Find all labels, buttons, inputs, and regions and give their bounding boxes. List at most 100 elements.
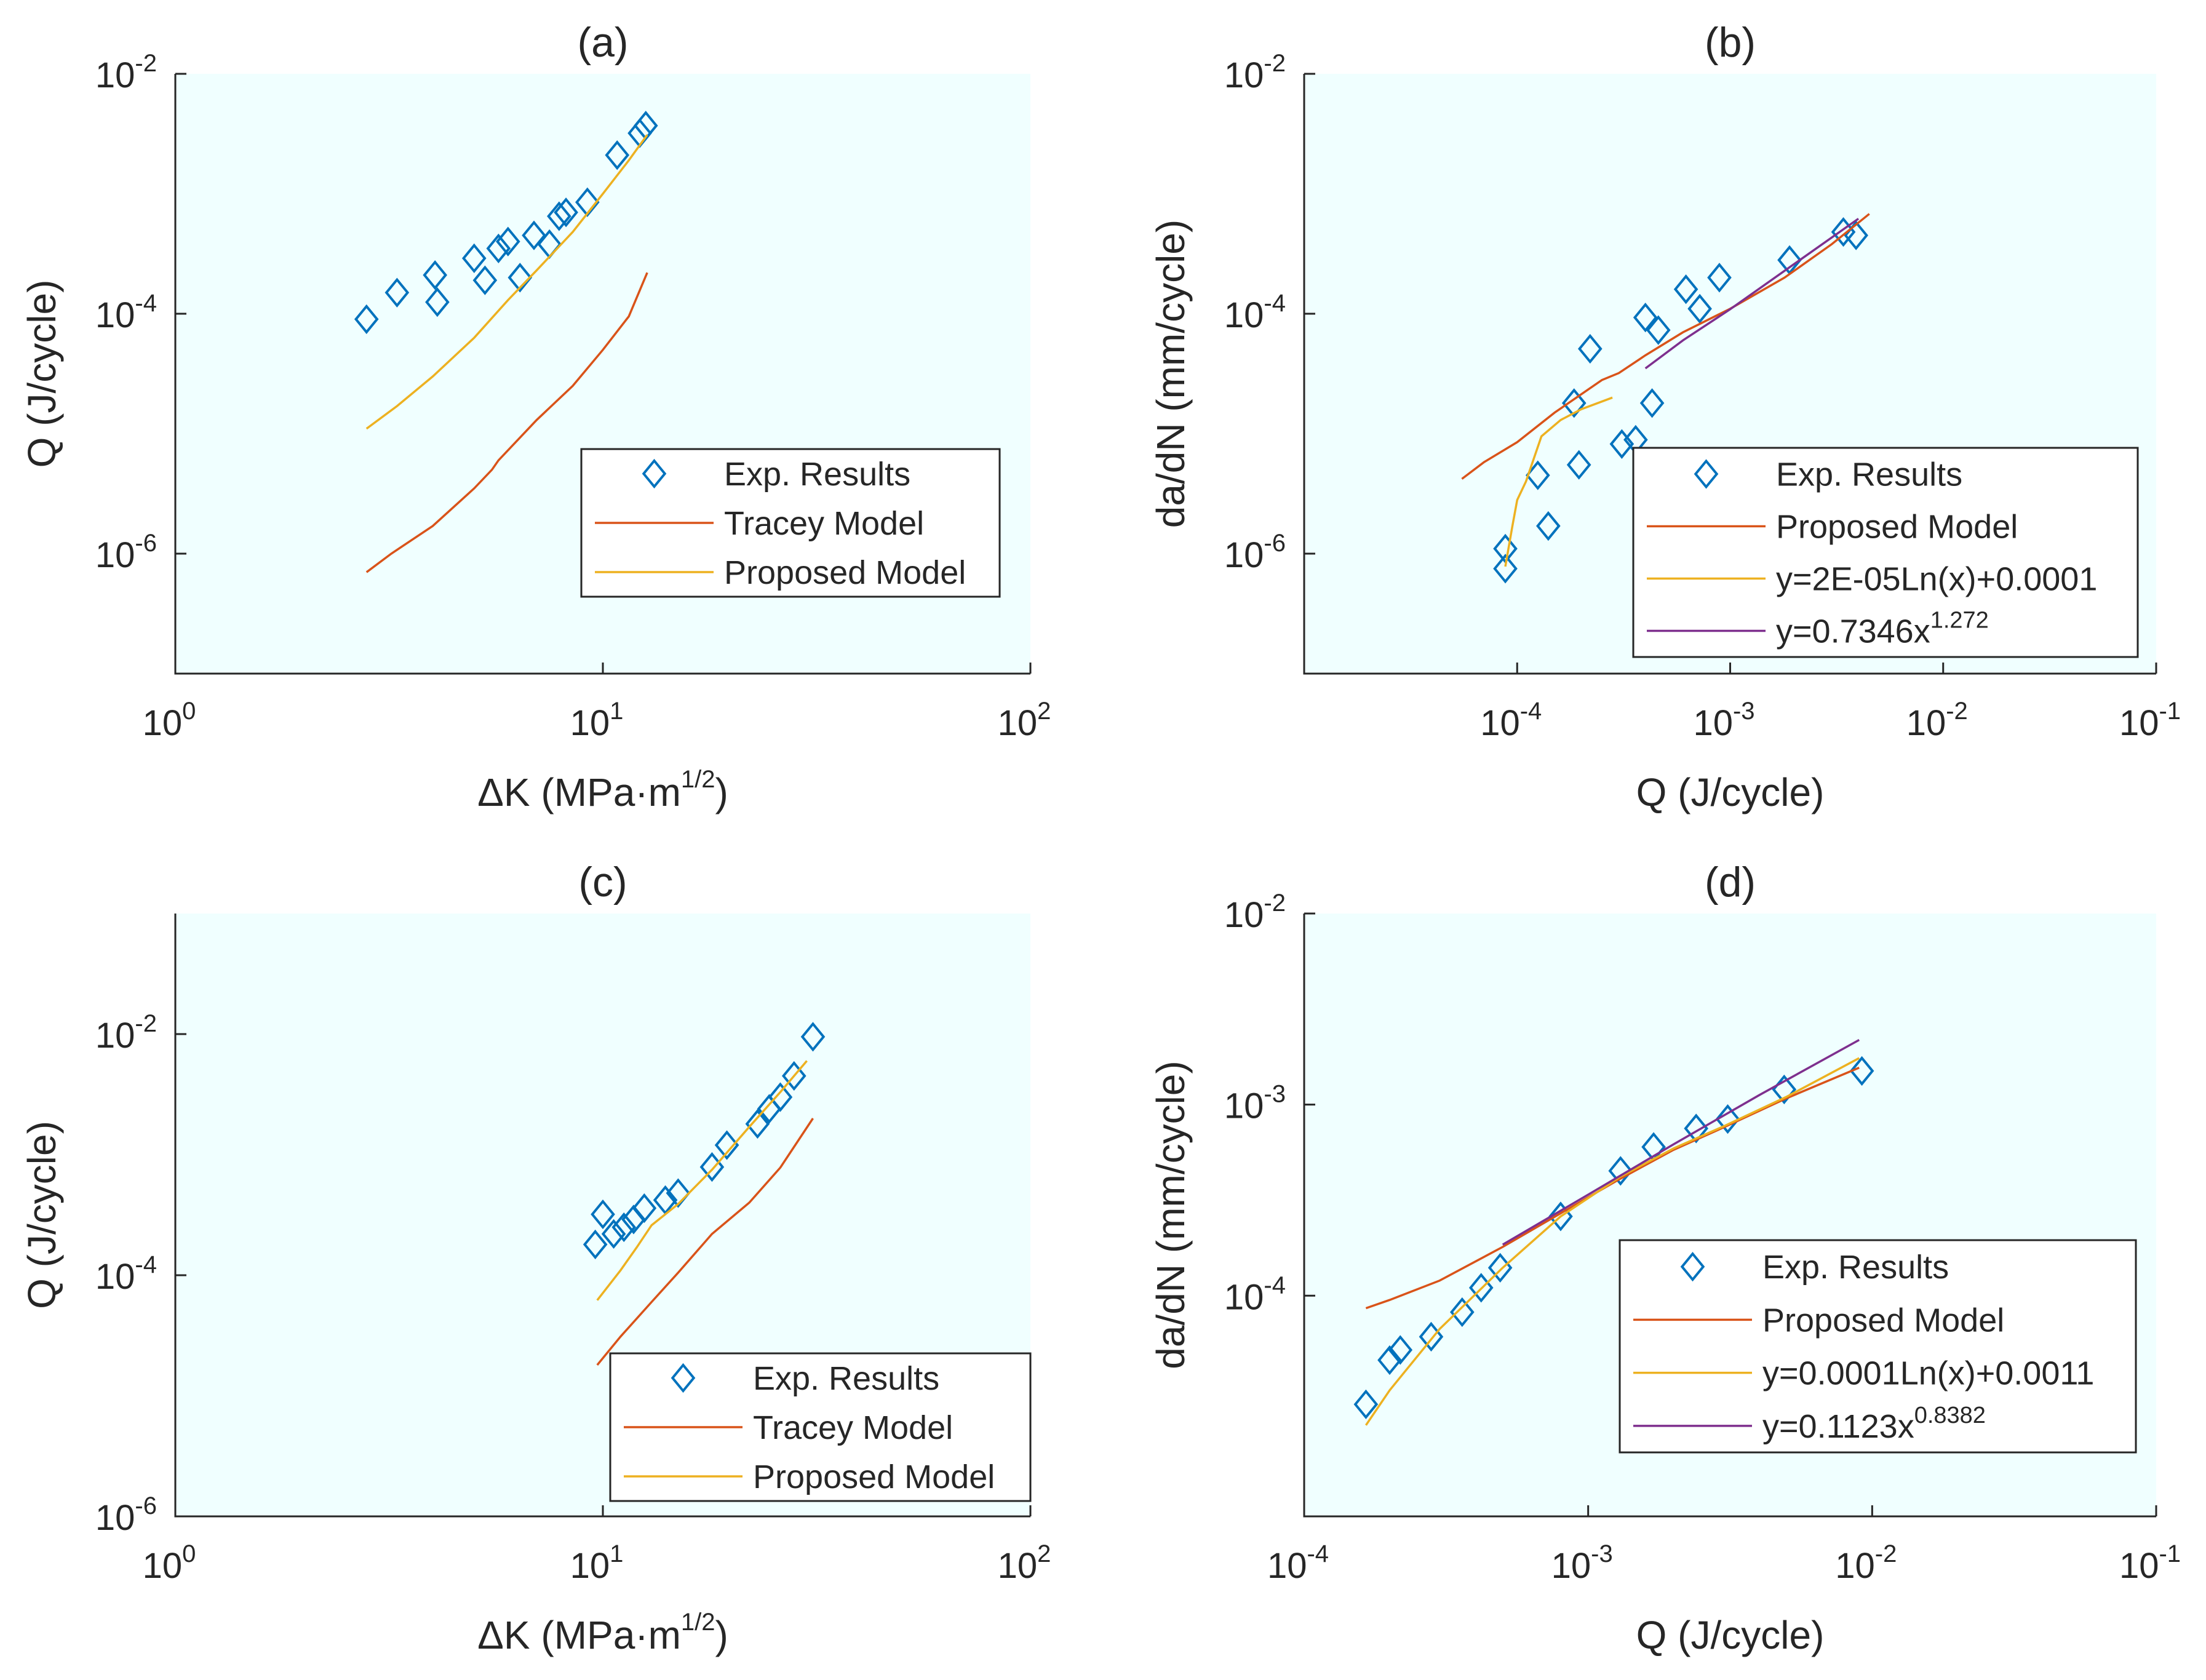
- series-line: [1502, 1038, 1860, 1246]
- x-tick-label: 10-4: [1480, 698, 1542, 743]
- legend-entry-label: Proposed Model: [1776, 509, 2018, 546]
- data-point-marker: [1687, 293, 1712, 324]
- data-point-marker: [1450, 1297, 1475, 1328]
- data-point-marker: [1849, 1056, 1874, 1086]
- series-proposed-model: [1461, 213, 1870, 480]
- legend-entry-label: y=0.7346x1.272: [1776, 608, 1989, 650]
- panel-title: (b): [1705, 19, 1756, 66]
- legend: Exp. Results Proposed Model y=2E-05Ln(x)+0…: [1632, 447, 2139, 658]
- x-tick-label: 10-1: [2119, 698, 2181, 743]
- series-line: [1644, 218, 1860, 370]
- legend: Exp. Results Tracey Model Proposed Model: [580, 448, 1001, 598]
- x-tick-label: 101: [570, 1540, 624, 1586]
- series-line: [365, 272, 648, 573]
- data-point-marker: [496, 226, 520, 257]
- data-point-marker: [666, 1178, 691, 1208]
- legend-marker-swatch: [1694, 459, 1719, 489]
- data-point-marker: [508, 263, 533, 293]
- x-tick-label: 10-3: [1693, 698, 1754, 743]
- data-point-marker: [384, 277, 410, 308]
- panel-title: (c): [578, 859, 627, 906]
- legend-entry-label: Tracey Model: [753, 1409, 953, 1446]
- x-tick-label: 10-2: [1835, 1540, 1897, 1586]
- data-point-marker: [554, 197, 578, 228]
- legend-entry-label: Tracey Model: [724, 505, 924, 542]
- data-point-marker: [486, 233, 511, 264]
- data-point-marker: [1578, 333, 1603, 364]
- x-axis-label: Q (J/cycle): [1636, 1613, 1825, 1657]
- y-tick-label: 10-4: [1224, 290, 1286, 335]
- data-point-marker: [1468, 1273, 1494, 1303]
- data-point-marker: [768, 1082, 793, 1112]
- y-tick-label: 10-2: [95, 1010, 157, 1056]
- data-point-marker: [1526, 460, 1550, 490]
- data-point-marker: [632, 1193, 657, 1224]
- data-point-marker: [745, 1109, 770, 1139]
- x-tick-label: 10-3: [1551, 1540, 1613, 1586]
- data-point-marker: [522, 220, 546, 250]
- legend-box: [1632, 447, 2139, 658]
- x-tick-label: 102: [998, 698, 1051, 743]
- legend-entry-label: Proposed Model: [753, 1459, 995, 1495]
- y-tick-label: 10-6: [95, 530, 157, 575]
- data-point-marker: [605, 140, 630, 170]
- y-axis-label: da/dN (mm/cycle): [1149, 1061, 1193, 1369]
- series-exp-results: [1493, 217, 1868, 584]
- legend-marker-swatch: [671, 1363, 696, 1393]
- data-point-marker: [611, 1212, 637, 1243]
- data-point-marker: [714, 1130, 739, 1160]
- data-point-marker: [1566, 450, 1591, 480]
- data-point-marker: [425, 287, 450, 317]
- data-point-marker: [1353, 1389, 1379, 1420]
- data-point-marker: [1707, 263, 1732, 293]
- legend-entry-label: Exp. Results: [1762, 1249, 1949, 1286]
- series-proposed-model: [365, 134, 648, 430]
- data-point-marker: [800, 1022, 826, 1052]
- y-tick-label: 10-6: [1224, 530, 1286, 575]
- x-tick-label: 100: [143, 1540, 196, 1586]
- y-tick-label: 10-2: [1224, 50, 1286, 95]
- data-point-marker: [1493, 554, 1518, 584]
- x-axis-label: ΔK (MPa·m1/2): [477, 766, 728, 814]
- y-tick-label: 10-2: [95, 50, 157, 95]
- data-point-marker: [1715, 1104, 1740, 1134]
- x-tick-label: 100: [143, 698, 196, 743]
- data-point-marker: [591, 1199, 615, 1230]
- data-point-marker: [1609, 429, 1635, 459]
- series-line: [1364, 1057, 1860, 1426]
- data-point-marker: [1646, 315, 1671, 345]
- data-point-marker: [1388, 1335, 1413, 1365]
- panel-d: (d)10-4 10-3 10-2 10-110-410-310-2Q (J/cycl…: [1149, 859, 2181, 1657]
- data-point-marker: [423, 260, 447, 290]
- legend-entry-label: Proposed Model: [1762, 1302, 2004, 1339]
- series-line: [1504, 396, 1613, 567]
- x-tick-label: 10-2: [1906, 698, 1968, 743]
- series-proposed-model: [596, 1060, 808, 1301]
- y-axis-label: Q (J/cycle): [20, 1121, 64, 1309]
- panel-c: (c) 100 101 102 10-6 10-4 10-2 ΔK (MPa·m1/2) Q (…: [20, 859, 1051, 1657]
- x-tick-label: 102: [998, 1540, 1051, 1586]
- series-y-0-7346x: [1644, 218, 1860, 370]
- legend-entry-label: y=2E-05Ln(x)+0.0001: [1776, 561, 2097, 598]
- series-line: [1461, 213, 1870, 480]
- series-y-0-0001ln-x-0-0011: [1364, 1057, 1860, 1426]
- y-axis-label: Q (J/cycle): [20, 280, 64, 468]
- y-tick-label: 10-4: [95, 290, 157, 335]
- data-point-marker: [601, 1219, 626, 1249]
- series-line: [596, 1060, 808, 1301]
- series-line: [596, 1118, 814, 1366]
- axis-lines: [1303, 74, 2156, 675]
- legend-entry-label: y=0.1123x0.8382: [1762, 1403, 1986, 1445]
- data-point-marker: [472, 265, 498, 295]
- data-point-marker: [1633, 302, 1658, 333]
- data-point-marker: [547, 201, 571, 231]
- data-point-marker: [1608, 1156, 1633, 1186]
- x-tick-label: 10-4: [1267, 1540, 1329, 1586]
- y-axis-label: da/dN (mm/cycle): [1149, 220, 1193, 528]
- series-line: [365, 134, 648, 430]
- legend: Exp. Results Tracey Model Proposed Model: [609, 1352, 1032, 1502]
- series-tracey-model: [596, 1118, 814, 1366]
- x-axis-label: Q (J/cycle): [1636, 770, 1825, 814]
- panel-a: (a) 100 101 102 10-6 10-4 10-2 ΔK (MPa·m1/2) Q (…: [20, 19, 1051, 814]
